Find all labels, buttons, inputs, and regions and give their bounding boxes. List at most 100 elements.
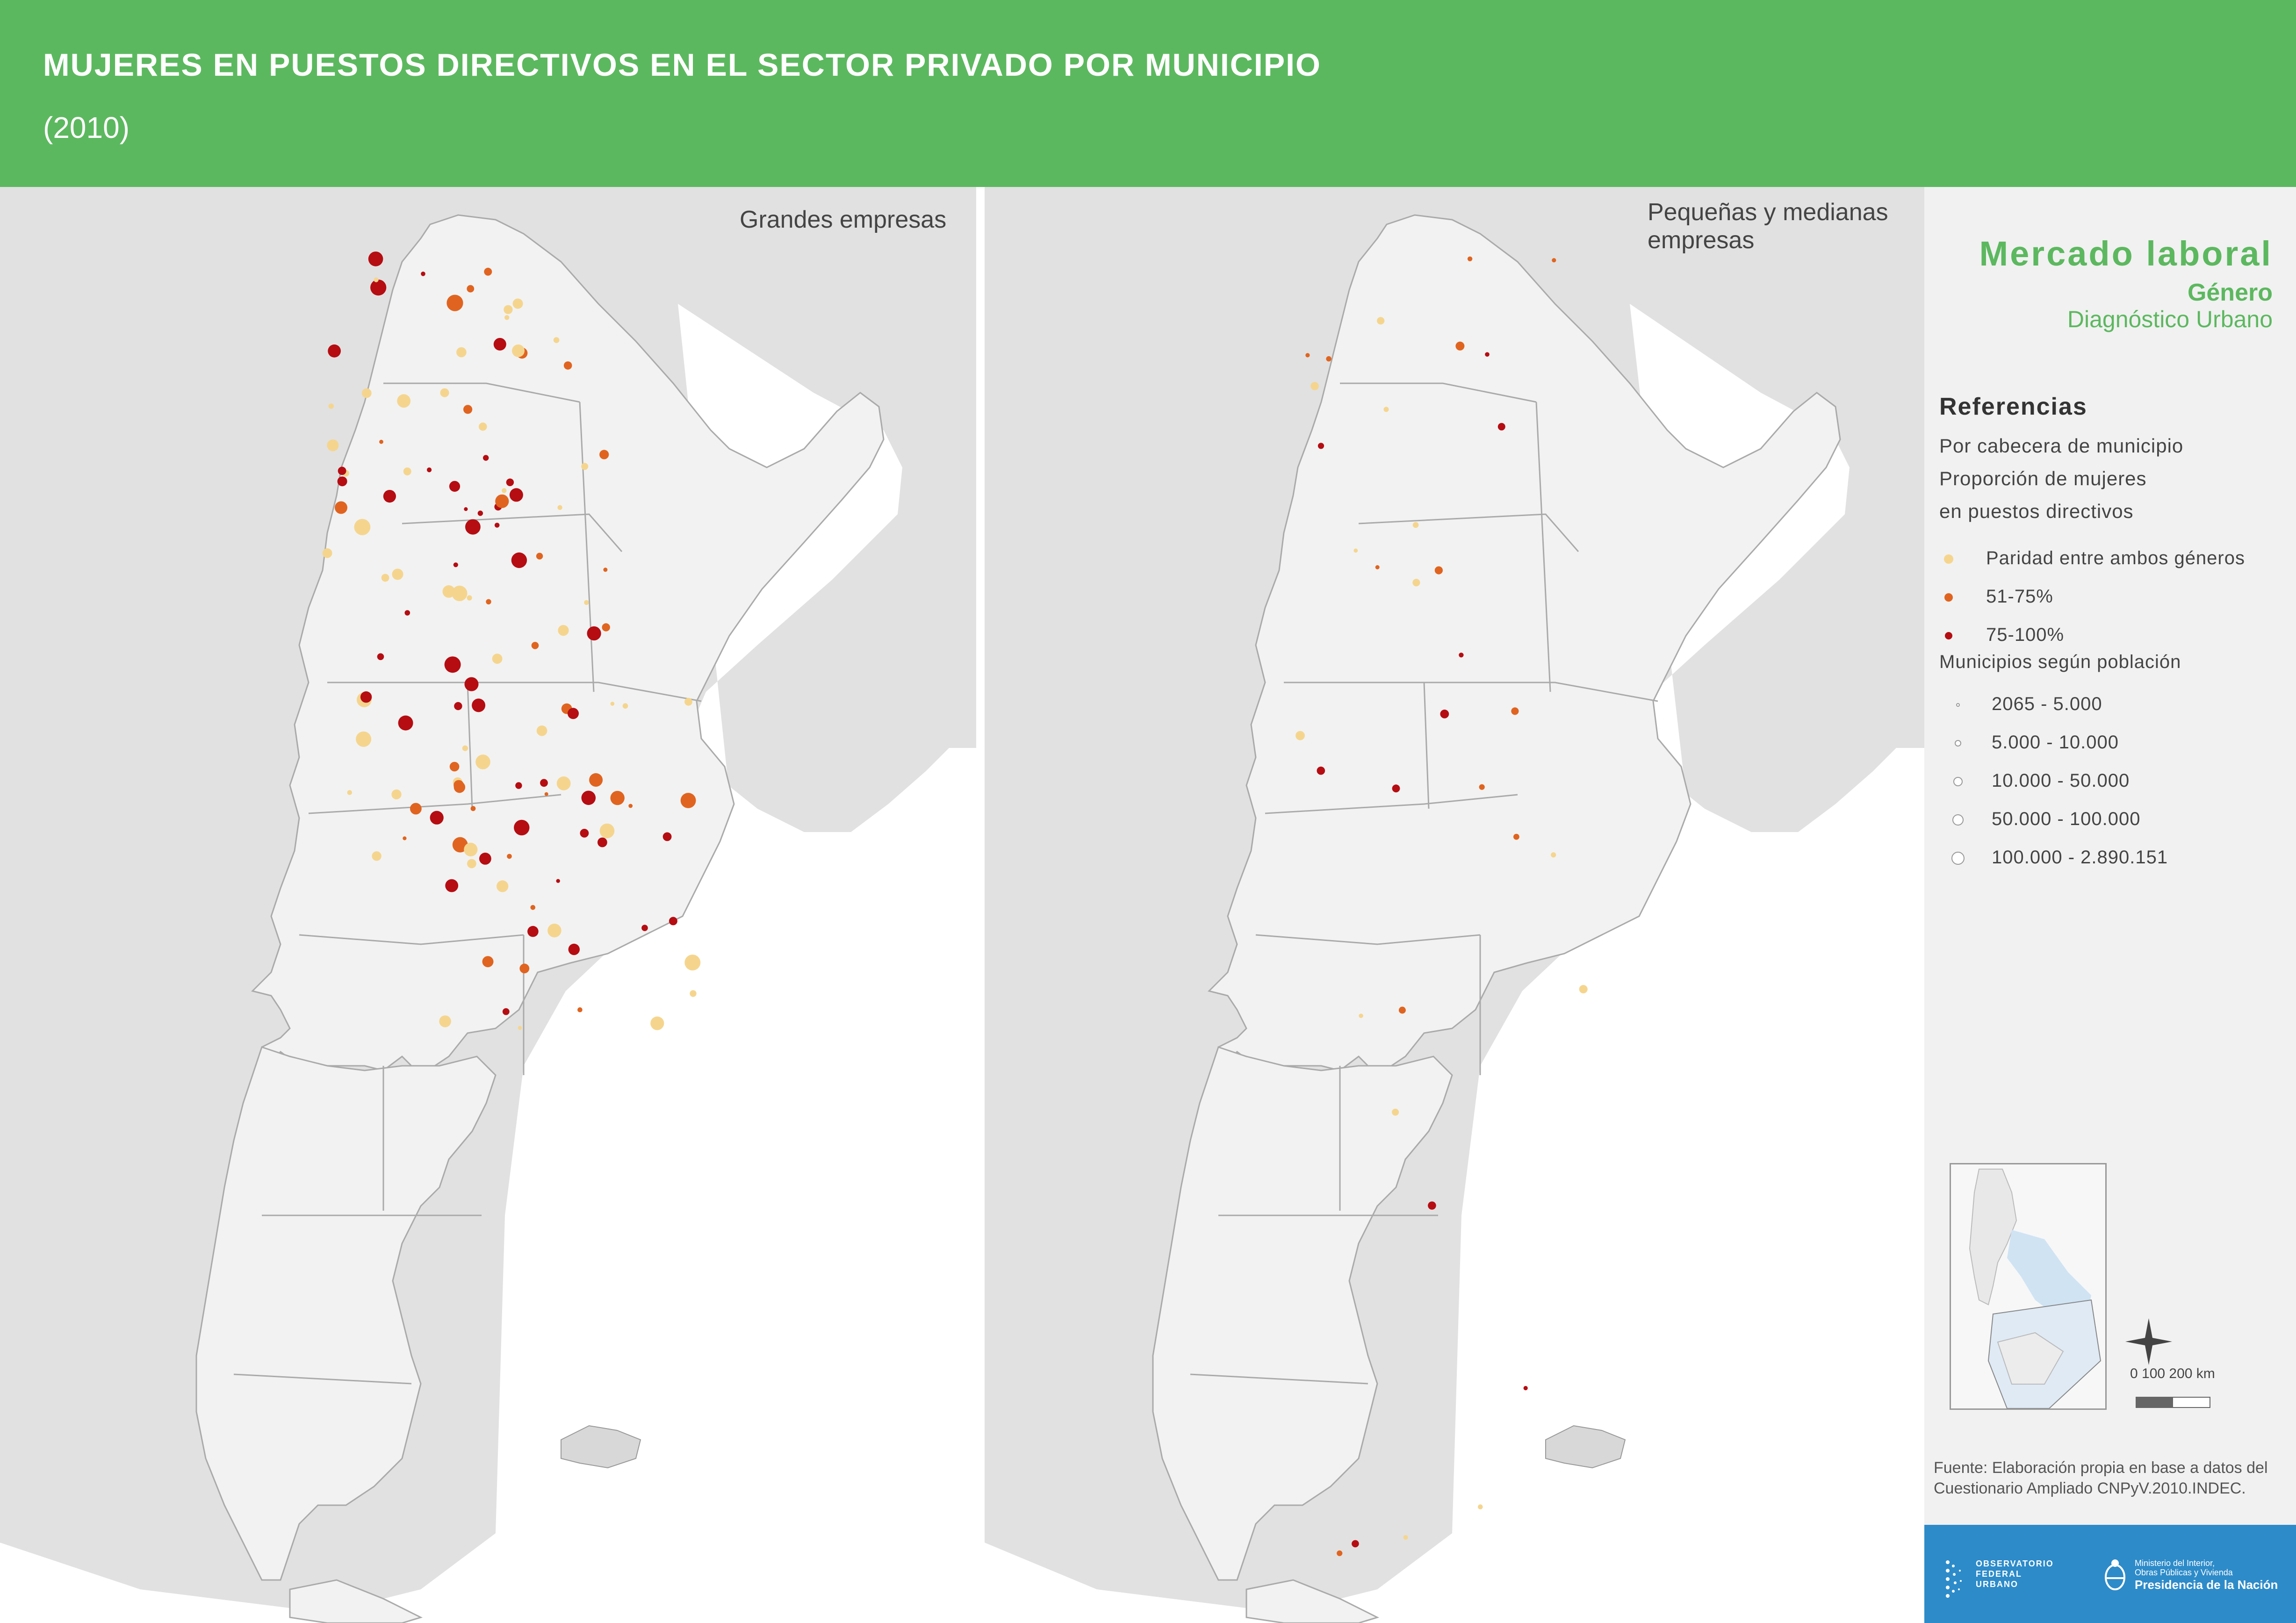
municipality-dot: [470, 806, 476, 812]
municipality-dot: [446, 294, 463, 311]
observatorio-logo-text: OBSERVATORIO FEDERAL URBANO: [1976, 1558, 2054, 1589]
legend-item-pop-1: 2065 - 5.000: [1939, 691, 2285, 719]
municipality-dot: [1317, 443, 1324, 449]
observatorio-line-3: URBANO: [1976, 1580, 2018, 1589]
municipality-dot: [568, 943, 580, 955]
municipality-dot: [492, 654, 503, 664]
map-label-pymes: Pequeñas y medianas empresas: [1648, 198, 1888, 254]
municipality-dot: [1337, 1550, 1343, 1556]
municipality-dot: [483, 455, 489, 461]
municipality-dot: [410, 803, 422, 815]
map-label-pymes-line1: Pequeñas y medianas: [1648, 199, 1888, 226]
municipality-dot: [1353, 548, 1358, 553]
municipality-dot: [1310, 382, 1319, 390]
population-legend-title: Municipios según población: [1939, 652, 2181, 672]
municipality-dot: [449, 481, 461, 492]
legend-circle-pop-2: [1955, 740, 1961, 747]
municipality-dot: [403, 467, 411, 475]
municipality-dot: [1551, 852, 1556, 858]
municipality-dot: [1511, 707, 1519, 715]
municipality-dot: [392, 568, 403, 580]
municipality-dot: [512, 298, 523, 309]
municipality-dot: [444, 656, 461, 673]
municipality-dot: [563, 361, 572, 370]
municipality-dot: [568, 708, 579, 719]
source-note: Fuente: Elaboración propia en base a dat…: [1934, 1459, 2268, 1497]
municipality-dot: [581, 790, 596, 805]
municipality-dot: [335, 501, 347, 514]
municipality-dot: [650, 1016, 664, 1030]
ministerio-line-2: Obras Públicas y Vivienda: [2135, 1568, 2233, 1577]
municipality-dot: [453, 780, 464, 790]
municipality-dot: [1352, 1540, 1359, 1548]
municipality-dot: [1326, 356, 1332, 362]
municipality-dot: [1523, 1386, 1528, 1391]
municipality-dot: [519, 963, 530, 974]
municipality-dot: [602, 623, 610, 632]
municipality-dot: [684, 955, 701, 971]
map-panel-grandes-empresas: Grandes empresas: [0, 187, 976, 1623]
section-subtitle-2: Diagnóstico Urbano: [2067, 306, 2273, 332]
municipality-dot: [1359, 1013, 1363, 1018]
municipality-dot: [403, 836, 407, 840]
municipality-dot: [484, 267, 492, 276]
municipality-dot: [1403, 1535, 1408, 1540]
municipality-dot: [1296, 731, 1305, 740]
municipality-dot: [440, 388, 449, 397]
municipality-dot: [370, 280, 387, 296]
map-panel-pymes: Pequeñas y medianas empresas: [985, 187, 1924, 1623]
map-label-grandes-empresas: Grandes empresas: [740, 206, 947, 233]
legend-dot-75-100: [1945, 632, 1952, 639]
municipality-dot: [497, 880, 509, 892]
municipality-dot: [430, 811, 444, 825]
municipality-dot: [1513, 833, 1519, 840]
section-subtitle: Género: [2187, 279, 2273, 306]
municipality-dot: [1579, 985, 1588, 994]
municipality-dot: [603, 567, 608, 572]
municipality-dots: [322, 251, 701, 1030]
observatorio-line-2: FEDERAL: [1976, 1569, 2022, 1579]
municipality-dot: [514, 819, 530, 836]
municipality-dot: [479, 853, 491, 865]
municipality-dot: [404, 610, 410, 616]
observatorio-line-1: OBSERVATORIO: [1976, 1559, 2054, 1568]
municipality-dot: [610, 790, 625, 805]
municipality-dot: [445, 879, 459, 892]
municipality-dot: [453, 562, 458, 567]
section-title: Mercado laboral: [1979, 234, 2273, 273]
observatorio-logo: OBSERVATORIO FEDERAL URBANO: [1943, 1558, 2083, 1609]
municipality-dot: [462, 745, 468, 751]
municipality-dot: [669, 917, 677, 926]
legend-item-paridad: Paridad entre ambos géneros: [1939, 545, 2285, 573]
municipality-dot: [465, 519, 481, 535]
legend-label: 100.000 - 2.890.151: [1992, 847, 2168, 868]
municipality-dot: [641, 925, 648, 931]
sidebar: Mercado laboral Género Diagnóstico Urban…: [1924, 187, 2296, 1623]
municipality-dot: [1467, 256, 1473, 261]
legend-label: 75-100%: [1986, 625, 2065, 645]
municipality-dot: [328, 403, 334, 409]
municipality-dot: [322, 548, 332, 558]
municipality-dot: [477, 510, 483, 516]
municipality-dot: [467, 595, 472, 601]
header-banner: MUJERES EN PUESTOS DIRECTIVOS EN EL SECT…: [0, 0, 2296, 187]
legend-item-pop-4: 50.000 - 100.000: [1939, 806, 2285, 834]
legend-circle-pop-3: [1953, 777, 1963, 786]
municipality-dot: [502, 488, 507, 493]
municipality-dot: [509, 488, 523, 502]
municipality-dot: [597, 837, 607, 847]
municipality-dot: [584, 600, 589, 605]
municipality-dot: [680, 793, 696, 808]
legend-label: 10.000 - 50.000: [1992, 770, 2130, 791]
legend-item-pop-2: 5.000 - 10.000: [1939, 729, 2285, 757]
municipality-dot: [662, 832, 672, 841]
locator-map-graphic: [1951, 1164, 2105, 1409]
municipality-dot: [518, 1026, 522, 1030]
municipality-dot: [479, 422, 487, 431]
municipality-dot: [464, 677, 479, 691]
municipality-dot: [536, 553, 543, 560]
municipality-dot: [690, 990, 697, 997]
municipality-dot: [527, 926, 539, 937]
municipality-dot: [544, 792, 548, 796]
municipality-dot: [327, 439, 339, 452]
